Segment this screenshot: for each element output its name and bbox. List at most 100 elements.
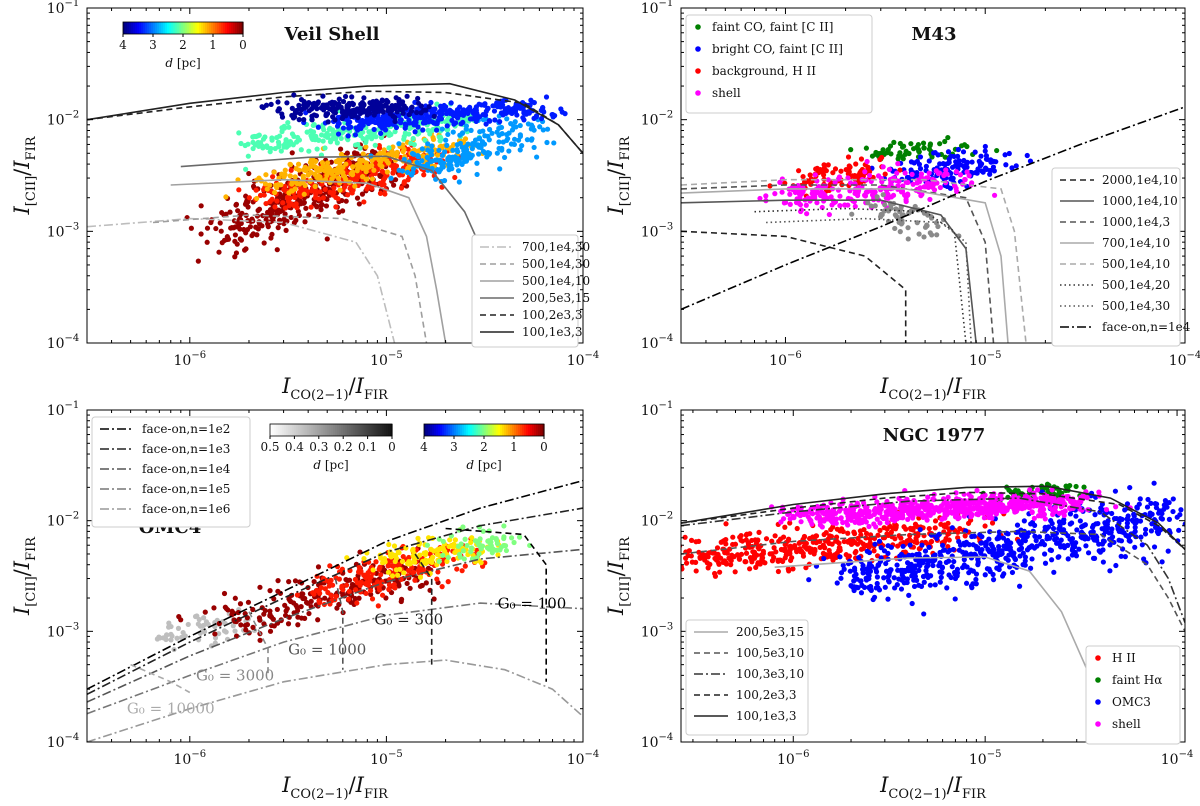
data-point (853, 161, 859, 167)
data-point (961, 557, 967, 563)
data-point (801, 534, 808, 540)
data-point (393, 163, 399, 170)
data-point (335, 101, 341, 108)
data-point (320, 575, 327, 582)
data-point (974, 170, 980, 176)
data-point (363, 160, 369, 166)
data-point (302, 102, 308, 108)
data-point (991, 192, 998, 198)
data-point (1091, 534, 1097, 540)
data-point (358, 125, 364, 132)
data-point (895, 161, 901, 167)
data-point (1034, 487, 1041, 493)
data-point (374, 579, 381, 585)
data-point (921, 579, 927, 585)
model-line (681, 178, 1027, 343)
data-point (1051, 536, 1058, 543)
data-point (315, 564, 322, 570)
data-point (484, 154, 490, 160)
data-point (356, 201, 362, 207)
data-point (380, 560, 386, 566)
data-point (267, 182, 273, 188)
data-point (479, 139, 486, 145)
data-point (508, 535, 515, 541)
data-point (264, 144, 270, 150)
data-point (339, 585, 345, 591)
data-point (377, 162, 383, 168)
data-point (450, 147, 456, 153)
data-point (314, 174, 320, 180)
data-point (829, 202, 835, 208)
data-point (996, 529, 1002, 535)
data-point (1158, 515, 1164, 521)
data-point (939, 565, 946, 571)
data-point (863, 145, 869, 151)
data-point (875, 173, 882, 179)
data-point (842, 202, 848, 208)
data-point (338, 151, 345, 157)
data-point (320, 195, 327, 201)
data-point (263, 172, 269, 178)
data-point (425, 141, 431, 147)
data-point (767, 183, 773, 189)
y-tick-label: 10−1 (47, 0, 80, 17)
data-point (778, 546, 784, 553)
data-point (1017, 553, 1023, 559)
data-point (415, 535, 421, 541)
data-point (376, 566, 382, 572)
data-point (896, 153, 902, 159)
data-point (461, 556, 467, 562)
x-tick-label: 10−4 (1169, 350, 1200, 369)
x-axis-label: ICO(2−1)/IFIR (281, 773, 389, 802)
data-point (256, 615, 263, 621)
data-point (945, 149, 952, 155)
x-axis-label: ICO(2−1)/IFIR (281, 374, 389, 403)
data-point (521, 110, 527, 116)
data-point (807, 549, 813, 555)
data-point (517, 122, 523, 129)
data-point (838, 515, 844, 522)
data-point (501, 97, 507, 104)
data-point (743, 550, 750, 556)
data-point (327, 100, 333, 106)
data-point (1065, 542, 1071, 548)
data-point (892, 212, 898, 218)
data-point (425, 127, 431, 133)
data-point (1091, 555, 1098, 561)
data-point (812, 193, 818, 199)
data-point (236, 130, 242, 136)
data-point (786, 568, 792, 574)
data-point (223, 211, 229, 217)
data-point (168, 631, 174, 637)
data-point (375, 100, 381, 106)
data-point (804, 211, 810, 217)
data-point (356, 564, 362, 570)
data-point (363, 144, 369, 150)
data-point (254, 195, 260, 202)
data-point (899, 188, 906, 194)
data-point (456, 179, 462, 185)
data-point (1022, 558, 1028, 564)
data-point (340, 114, 346, 120)
data-point (675, 533, 680, 538)
data-point (361, 556, 367, 562)
data-point (392, 552, 399, 559)
data-point (932, 552, 938, 558)
data-point (939, 569, 945, 576)
data-point (247, 224, 254, 230)
data-point (320, 138, 326, 144)
data-point (250, 231, 256, 237)
data-point (865, 566, 871, 572)
data-point (395, 549, 401, 555)
data-point (345, 192, 351, 198)
data-point (960, 564, 966, 571)
data-point (417, 574, 424, 580)
model-line (754, 207, 967, 343)
data-point (468, 545, 475, 551)
data-point (723, 560, 729, 566)
data-point (268, 235, 274, 241)
data-point (288, 598, 294, 605)
data-point (482, 102, 488, 108)
data-point (856, 554, 862, 561)
